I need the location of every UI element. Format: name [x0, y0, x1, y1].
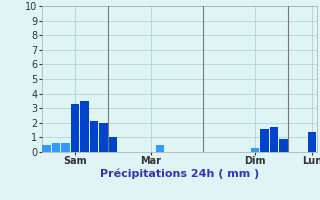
Bar	[42, 145, 51, 152]
Bar	[61, 143, 69, 152]
Bar	[279, 139, 288, 152]
Bar	[156, 145, 164, 152]
Bar	[251, 148, 260, 152]
Bar	[108, 137, 117, 152]
Bar	[308, 132, 316, 152]
Bar	[99, 123, 108, 152]
Bar	[270, 127, 278, 152]
Bar	[70, 104, 79, 152]
Bar	[90, 121, 98, 152]
X-axis label: Précipitations 24h ( mm ): Précipitations 24h ( mm )	[100, 169, 259, 179]
Bar	[80, 101, 89, 152]
Bar	[260, 129, 269, 152]
Bar	[52, 143, 60, 152]
